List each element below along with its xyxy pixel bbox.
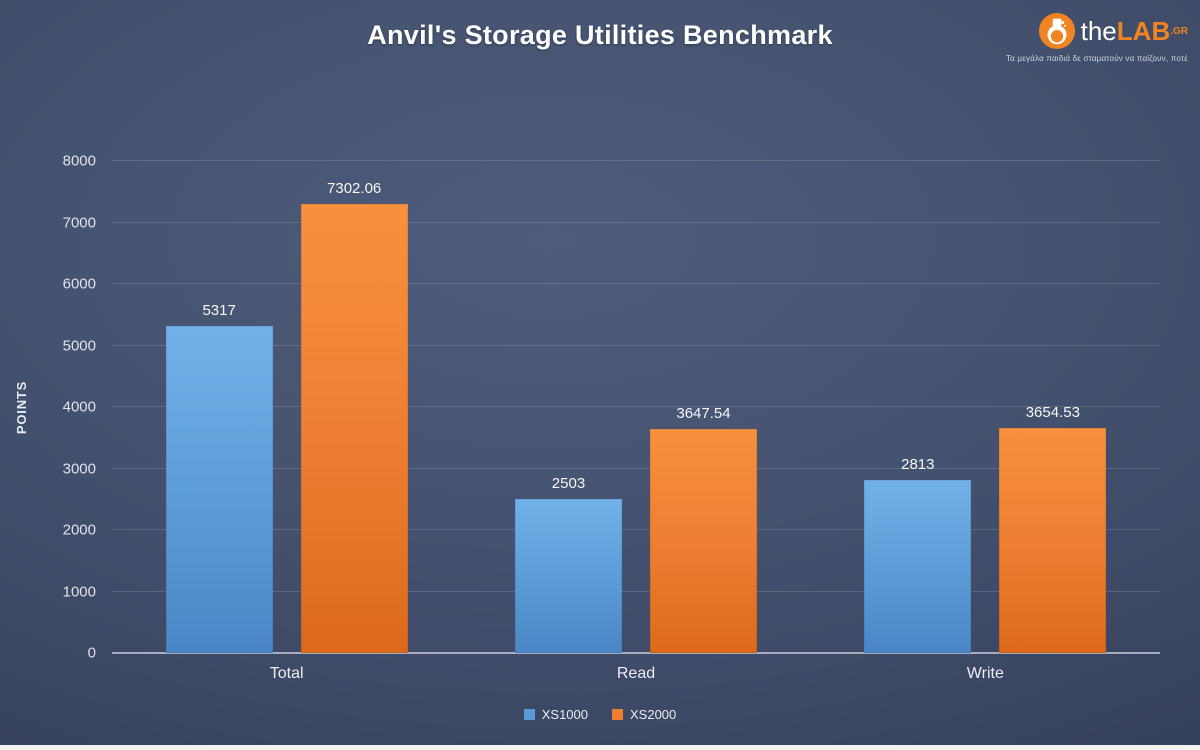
bottom-border-strip [0, 745, 1200, 750]
y-tick-label: 0 [87, 644, 96, 662]
bar-xs2000-total [300, 203, 408, 653]
bar-group: 2813 3654.53 [811, 161, 1160, 653]
bar-value-label: 3647.54 [676, 404, 731, 422]
gridline [112, 529, 1160, 530]
bar-column: 5317 [165, 161, 273, 653]
legend-item-xs1000: XS1000 [523, 707, 588, 722]
thelab-logo-row: theLAB.GR [988, 12, 1188, 50]
bar-column: 3647.54 [649, 161, 757, 653]
bar-group: 5317 7302.06 [112, 161, 461, 653]
x-category-label: Write [966, 665, 1004, 682]
y-axis-title: POINTS [14, 380, 30, 434]
bar-value-label: 5317 [202, 302, 236, 320]
legend-swatch [523, 709, 535, 720]
y-axis-title-wrap: POINTS [8, 161, 36, 653]
gridline [112, 467, 1160, 469]
bar-value-label: 2503 [551, 475, 586, 493]
flask-logo-icon [1038, 12, 1075, 50]
y-tick-label: 7000 [62, 214, 96, 231]
logo-text-tld: .GR [1170, 26, 1188, 37]
x-axis-baseline [112, 652, 1160, 654]
bar-value-label: 2813 [901, 456, 935, 474]
x-category-label: Total [269, 665, 304, 682]
plot-area: 5317 7302.06 2503 3647.54 2813 3654.53 [112, 160, 1160, 654]
thelab-logo-text: theLAB.GR [1081, 18, 1188, 44]
bar-column: 2813 [864, 161, 972, 653]
legend-swatch [612, 709, 623, 720]
bar-column: 2503 [514, 161, 622, 653]
gridline [112, 160, 1160, 161]
y-tick-label: 5000 [62, 337, 96, 354]
legend-label: XS1000 [541, 707, 588, 722]
logo-text-lab: LAB [1116, 16, 1171, 46]
chart-title: Anvil's Storage Utilities Benchmark [367, 20, 833, 50]
bar-groups: 5317 7302.06 2503 3647.54 2813 3654.53 [112, 161, 1160, 653]
y-axis-ticks: 0 1000 2000 3000 4000 5000 6000 7000 8000 [40, 153, 102, 662]
y-tick-label: 1000 [62, 583, 96, 600]
bar-group: 2503 3647.54 [461, 161, 810, 653]
bar-value-label: 7302.06 [327, 179, 382, 197]
logo-tagline: Τα μεγάλα παιδιά δε σταματούν να παίζουν… [1005, 54, 1188, 63]
x-axis-labels: Total Read Write [112, 665, 1160, 683]
bar-xs1000-read [514, 499, 622, 653]
bar-column: 7302.06 [300, 161, 408, 653]
gridline [112, 283, 1160, 284]
legend-item-xs2000: XS2000 [612, 707, 676, 722]
gridline [112, 590, 1160, 592]
gridline [112, 406, 1160, 407]
gridline [112, 221, 1160, 223]
bar-xs1000-write [864, 480, 972, 653]
bar-xs2000-read [649, 428, 757, 653]
y-tick-label: 6000 [62, 275, 96, 293]
y-tick-label: 3000 [62, 460, 96, 477]
bar-column: 3654.53 [999, 161, 1107, 653]
bar-value-label: 3654.53 [1025, 404, 1080, 422]
gridline [112, 344, 1160, 346]
legend-label: XS2000 [630, 707, 677, 722]
legend: XS1000 XS2000 [0, 707, 1200, 722]
bar-xs2000-write [999, 428, 1107, 653]
logo-text-the: the [1080, 16, 1117, 46]
y-tick-label: 8000 [62, 152, 96, 170]
y-tick-label: 4000 [62, 398, 96, 416]
bar-xs1000-total [165, 326, 273, 653]
y-tick-label: 2000 [62, 521, 96, 539]
thelab-logo: theLAB.GR Τα μεγάλα παιδιά δε σταματούν … [988, 12, 1188, 63]
x-category-label: Read [616, 665, 656, 682]
